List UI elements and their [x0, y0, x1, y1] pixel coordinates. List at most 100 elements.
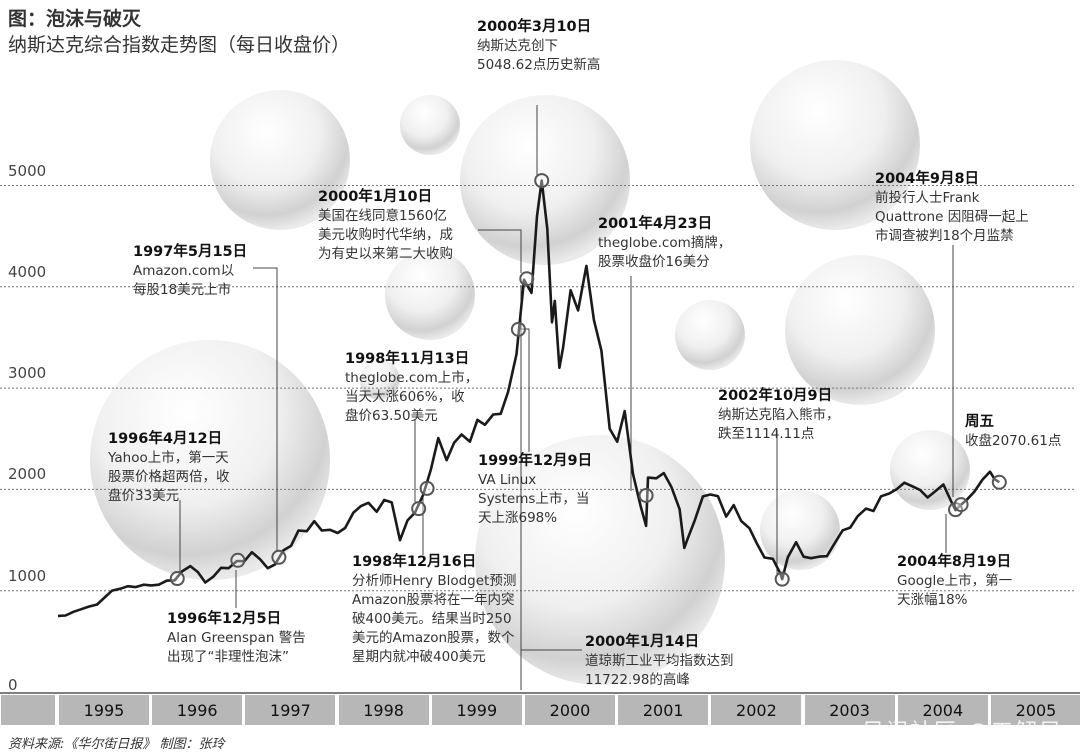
annotation-text: 道琼斯工业平均指数达到 — [585, 653, 734, 669]
annotation-text: 天上涨698% — [478, 510, 558, 526]
event-annotation: 1997年5月15日 Amazon.com以 每股18美元上市 — [133, 243, 247, 300]
source-note: 资料来源:《华尔街日报》 制图：张玲 — [8, 737, 225, 752]
event-marker — [953, 497, 969, 513]
annotation-text: 11722.98的高峰 — [585, 672, 690, 688]
bubble-decoration — [360, 360, 400, 400]
event-annotation: 1998年11月13日 theglobe.com上市， 当天大涨606%，收 盘价63… — [345, 350, 478, 426]
annotation-text: 股票收盘价16美分 — [598, 254, 710, 270]
x-tick-label: 2001 — [618, 695, 709, 725]
annotation-text: Amazon.com以 — [133, 263, 235, 279]
watermark: 风闻社区 @工解局 — [862, 720, 1063, 745]
event-annotation: 2000年1月14日道琼斯工业平均指数达到 11722.98的高峰 — [585, 633, 734, 690]
chart-title: 图：泡沫与破灭 — [8, 8, 142, 30]
annotation-text: 星期内就冲破400美元 — [352, 649, 486, 665]
event-annotation: 1999年12月9日 VA Linux Systems上市，当 天上涨698% — [478, 452, 592, 528]
annotation-text: 美国在线同意1560亿 — [318, 208, 447, 224]
event-annotation: 2000年1月10日 美国在线同意1560亿 美元收购时代华纳，成 为有史以来第二大收… — [318, 188, 453, 264]
y-tick-label: 2000 — [8, 465, 47, 484]
bubble-decoration — [210, 90, 350, 230]
annotation-text: 当天大涨606%，收 — [345, 389, 465, 405]
annotation-date: 2000年1月14日 — [585, 634, 700, 650]
event-marker — [519, 271, 535, 287]
event-marker — [774, 571, 790, 587]
event-marker — [230, 552, 246, 568]
annotation-text: 纳斯达克创下 — [477, 38, 558, 54]
leader-line — [253, 267, 278, 551]
bubble-decoration — [750, 60, 920, 230]
leader-line — [518, 328, 530, 452]
event-annotation: 2004年9月8日 前投行人士Frank Quattrone 因阻碍一起上 市调查被判… — [875, 170, 1029, 246]
event-marker — [510, 321, 526, 337]
annotation-text: 收盘2070.61点 — [965, 433, 1062, 449]
year-band-blank — [1, 695, 55, 725]
annotation-text: 跌至1114.11点 — [718, 426, 815, 442]
event-marker — [271, 549, 287, 565]
annotation-text: 分析师Henry Blodget预测 — [352, 573, 517, 589]
x-tick-label: 2002 — [711, 695, 802, 725]
annotation-text: 盘价33美元 — [108, 488, 180, 504]
x-tick-label: 1999 — [431, 695, 522, 725]
annotation-text: theglobe.com摘牌， — [598, 235, 732, 251]
event-marker — [638, 487, 654, 503]
x-tick-label: 2005 — [991, 695, 1080, 725]
annotation-text: 盘价63.50美元 — [345, 408, 438, 424]
event-marker — [991, 474, 1007, 490]
nasdaq-line — [57, 179, 1000, 618]
annotation-date: 1996年12月5日 — [167, 611, 282, 627]
event-marker — [169, 571, 185, 587]
annotation-text: 天涨幅18% — [897, 592, 968, 608]
event-annotation: 1996年4月12日 Yahoo上市，第一天 股票价格超两倍，收 盘价33美元 — [108, 430, 230, 506]
annotation-text: Alan Greenspan 警告 — [167, 630, 306, 646]
x-tick-label: 2003 — [804, 695, 895, 725]
event-annotation: 周五收盘2070.61点 — [965, 413, 1061, 451]
x-tick-label: 1998 — [338, 695, 429, 725]
annotation-date: 2000年3月10日 — [477, 19, 592, 35]
annotation-date: 2001年4月23日 — [598, 216, 713, 232]
annotation-text: Google上市，第一 — [897, 573, 1013, 589]
annotation-date: 1998年11月13日 — [345, 351, 470, 367]
annotation-text: 每股18美元上市 — [133, 282, 232, 298]
annotation-text: 5048.62点历史新高 — [477, 57, 601, 73]
annotation-text: Yahoo上市，第一天 — [108, 450, 229, 466]
x-tick-label: 2004 — [897, 695, 988, 725]
y-tick-label: 4000 — [8, 262, 47, 281]
annotation-date: 2000年1月10日 — [318, 189, 433, 205]
y-tick-label: 5000 — [8, 161, 47, 180]
annotation-text: theglobe.com上市， — [345, 370, 479, 386]
annotation-text: 股票价格超两倍，收 — [108, 469, 230, 485]
bubble-decoration — [675, 300, 745, 370]
annotation-date: 1998年12月16日 — [352, 554, 477, 570]
y-tick-label: 3000 — [8, 364, 47, 383]
event-annotation: 1996年12月5日 Alan Greenspan 警告 出现了“非理性泡沫” — [167, 610, 306, 667]
leader-line — [478, 229, 522, 273]
annotation-text: 出现了“非理性泡沫” — [167, 649, 289, 665]
annotation-text: Systems上市，当 — [478, 491, 590, 507]
annotation-date: 1997年5月15日 — [133, 244, 248, 260]
annotation-text: 前投行人士Frank — [875, 190, 980, 206]
annotation-text: Amazon股票将在一年内突 — [352, 592, 515, 608]
event-marker — [534, 173, 550, 189]
event-annotation: 1998年12月16日分析师Henry Blodget预测 Amazon股票将在一… — [352, 553, 516, 667]
annotation-text: 美元收购时代华纳，成 — [318, 227, 453, 243]
bubble-decoration — [475, 435, 725, 685]
event-annotation: 2002年10月9日 纳斯达克陷入熊市， 跌至1114.11点 — [718, 387, 840, 444]
event-annotation: 2001年4月23日 theglobe.com摘牌， 股票收盘价16美分 — [598, 215, 731, 272]
annotation-date: 周五 — [965, 414, 994, 430]
annotation-text: 为有史以来第二大收购 — [318, 246, 453, 262]
annotation-date: 2002年10月9日 — [718, 388, 833, 404]
annotation-date: 2004年9月8日 — [875, 171, 980, 187]
bubble-decoration — [460, 95, 630, 265]
x-tick-label: 1995 — [59, 695, 149, 725]
annotation-text: 破400美元。结果当时250 — [352, 611, 512, 627]
x-tick-label: 1996 — [152, 695, 243, 725]
annotation-text: 纳斯达克陷入熊市， — [718, 407, 840, 423]
event-marker — [411, 501, 427, 517]
x-tick-label: 1997 — [245, 695, 336, 725]
annotation-date: 1996年4月12日 — [108, 431, 223, 447]
annotation-text: 市调查被判18个月监禁 — [875, 228, 1014, 244]
event-annotation: 2004年8月19日 Google上市，第一 天涨幅18% — [897, 553, 1012, 610]
event-annotation: 2000年3月10日 纳斯达克创下 5048.62点历史新高 — [477, 18, 600, 75]
bubble-decoration — [890, 430, 970, 510]
